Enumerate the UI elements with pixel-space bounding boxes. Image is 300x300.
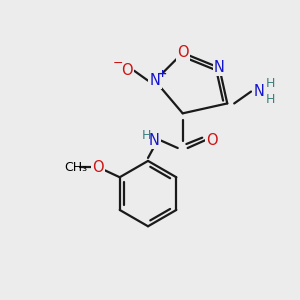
Text: −: − (113, 57, 124, 70)
Text: O: O (122, 63, 133, 78)
Text: CH₃: CH₃ (64, 161, 88, 174)
Text: O: O (207, 133, 218, 148)
Text: N: N (254, 84, 264, 99)
Text: H: H (266, 77, 276, 90)
Text: +: + (158, 69, 167, 79)
Text: N: N (148, 133, 159, 148)
Text: O: O (92, 160, 104, 175)
Text: N: N (214, 60, 225, 75)
Text: N: N (149, 73, 161, 88)
Text: H: H (141, 129, 151, 142)
Text: O: O (177, 45, 188, 60)
Text: H: H (266, 93, 276, 106)
